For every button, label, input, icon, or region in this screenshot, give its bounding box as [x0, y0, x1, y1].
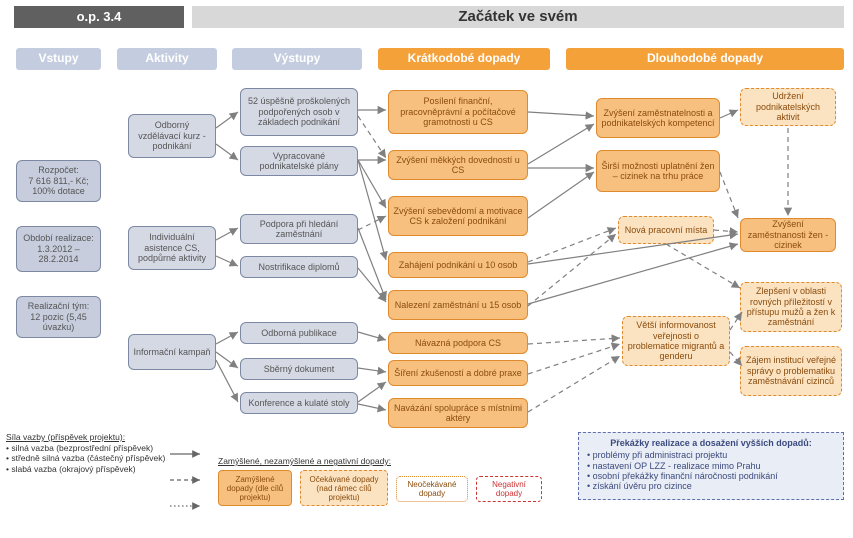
input-tym: Realizační tým: 12 pozic (5,45 úvazku) — [16, 296, 101, 338]
short-2: Zvýšení měkkých dovedností u CS — [388, 150, 528, 180]
obstacle-item-3: • získání úvěru pro cizince — [587, 481, 692, 491]
long-7: Zlepšení v oblasti rovných příležitostí … — [740, 282, 842, 332]
long-4: Nová pracovní místa — [618, 216, 714, 244]
short-5: Nalezení zaměstnání u 15 osob — [388, 290, 528, 320]
input-rozpocet: Rozpočet: 7 616 811,- Kč; 100% dotace — [16, 160, 101, 202]
col-vystupy: Výstupy — [232, 48, 362, 70]
col-kratkodobe: Krátkodobé dopady — [378, 48, 550, 70]
col-aktivity: Aktivity — [117, 48, 217, 70]
col-vstupy: Vstupy — [16, 48, 101, 70]
legend-box-3: Neočekávané dopady — [396, 476, 468, 502]
obstacle-item-0: • problémy při administraci projektu — [587, 450, 727, 460]
long-1: Zvýšení zaměstnatelnosti a podnikatelský… — [596, 98, 720, 138]
obstacles-box: Překážky realizace a dosažení vyšších do… — [578, 432, 844, 500]
out-4: Nostrifikace diplomů — [240, 256, 358, 278]
col-dlouhodobe: Dlouhodobé dopady — [566, 48, 844, 70]
short-4: Zahájení podnikání u 10 osob — [388, 252, 528, 278]
legend-box-4: Negativní dopady — [476, 476, 542, 502]
input-obdobi: Období realizace: 1.3.2012 – 28.2.2014 — [16, 226, 101, 272]
long-2: Udržení podnikatelských aktivit — [740, 88, 836, 126]
long-3: Širší možnosti uplatnění žen – cizinek n… — [596, 150, 720, 192]
act-kurz: Odborný vzdělávací kurz - podnikání — [128, 114, 216, 158]
out-3: Podpora při hledání zaměstnání — [240, 214, 358, 244]
out-1: 52 úspěšně proškolených podpořených osob… — [240, 88, 358, 136]
out-5: Odborná publikace — [240, 322, 358, 344]
long-5: Zvýšení zaměstnanosti žen - cizinek — [740, 218, 836, 252]
out-7: Konference a kulaté stoly — [240, 392, 358, 414]
short-1: Posílení finanční, pracovněprávní a počí… — [388, 90, 528, 134]
header-left: o.p. 3.4 — [14, 6, 184, 28]
legend-strength: Síla vazby (příspěvek projektu): • silná… — [6, 432, 166, 475]
short-7: Šíření zkušeností a dobré praxe — [388, 360, 528, 386]
legend-dopady-title: Zamýšlené, nezamýšlené a negativní dopad… — [218, 456, 391, 467]
long-8: Zájem institucí veřejné správy o problem… — [740, 346, 842, 396]
out-6: Sběrný dokument — [240, 358, 358, 380]
act-kampan: Informační kampaň — [128, 334, 216, 370]
short-8: Navázání spolupráce s místními aktéry — [388, 398, 528, 428]
legend-box-2: Očekávané dopady (nad rámec cílů projekt… — [300, 470, 388, 506]
obstacles-title: Překážky realizace a dosažení vyšších do… — [587, 438, 835, 448]
short-3: Zvýšení sebevědomí a motivace CS k založ… — [388, 196, 528, 236]
long-6: Větší informovanost veřejnosti o problem… — [622, 316, 730, 366]
header-right: Začátek ve svém — [192, 6, 844, 28]
short-6: Návazná podpora CS — [388, 332, 528, 354]
out-2: Vypracované podnikatelské plány — [240, 146, 358, 176]
act-asistence: Individuální asistence CS, podpůrné akti… — [128, 226, 216, 270]
legend-box-1: Zamýšlené dopady (dle cílů projektu) — [218, 470, 292, 506]
obstacle-item-1: • nastavení OP LZZ - realizace mimo Prah… — [587, 461, 761, 471]
obstacle-item-2: • osobní překážky finanční náročnosti po… — [587, 471, 778, 481]
